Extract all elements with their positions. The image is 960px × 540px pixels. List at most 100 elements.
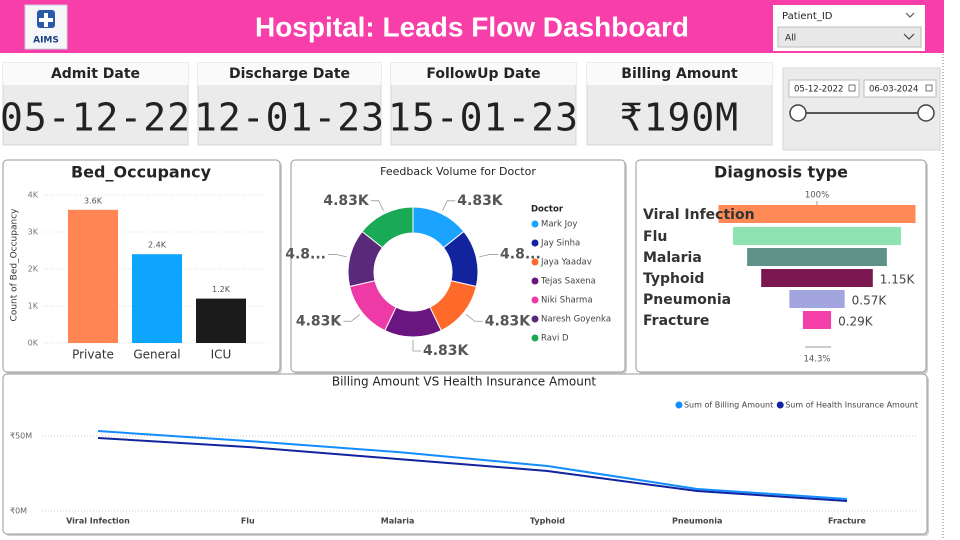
category-label: Fracture [643, 313, 709, 329]
data-label: 4.83K [485, 313, 532, 329]
funnel-bottom-label: 14.3% [803, 355, 830, 365]
legend-marker [675, 401, 683, 409]
bar [68, 209, 118, 343]
kpi-value: ₹190M [620, 96, 739, 140]
line-series [97, 436, 848, 502]
y-axis-label: Count of Bed_Occupancy [10, 208, 20, 322]
logo-cross [39, 13, 53, 27]
x-tick-label: Typhoid [530, 517, 565, 526]
data-label: 2.4K [148, 241, 167, 250]
filter-dropdown[interactable] [777, 26, 922, 48]
filter-chevron [905, 12, 915, 18]
legend-marker [531, 315, 539, 323]
legend-marker [531, 239, 539, 247]
calendar-icon [848, 84, 856, 92]
slider-handle[interactable] [789, 104, 807, 122]
filter-value: All [785, 34, 796, 44]
category-label: Viral Infection [643, 207, 755, 223]
legend-label: Ravi D [541, 334, 569, 344]
category-label: Flu [643, 229, 667, 245]
slider-handle[interactable] [917, 104, 935, 122]
legend-marker [531, 334, 539, 342]
data-label: 1.2K [212, 285, 231, 294]
kpi-label: Discharge Date [229, 66, 350, 82]
funnel-bar [733, 227, 901, 245]
chart-title: Diagnosis type [714, 163, 848, 182]
x-tick-label: Private [72, 348, 114, 362]
legend-label: Jay Sinha [540, 239, 580, 249]
panel [2, 373, 928, 535]
data-label: 4.83K [296, 313, 343, 329]
kpi-label-band [3, 63, 188, 85]
data-label: 4.83K [457, 193, 504, 209]
y-tick-label: 1K [28, 302, 39, 311]
legend-marker [776, 401, 784, 409]
kpi-label-band [587, 63, 772, 85]
kpi-value: 15-01-23 [388, 96, 579, 140]
bar [132, 254, 182, 343]
slicer-end: 06-03-2024 [869, 85, 918, 95]
chart-title: Billing Amount VS Health Insurance Amoun… [332, 375, 597, 389]
kpi-label: FollowUp Date [426, 66, 540, 82]
kpi-value: 12-01-23 [194, 96, 385, 140]
kpi-label-band [391, 63, 576, 85]
kpi-label-band [198, 63, 381, 85]
line-series [97, 430, 848, 500]
category-label: Pneumonia [643, 292, 731, 308]
leader-line [442, 200, 456, 211]
funnel-bar [761, 269, 873, 287]
dashboard-title: Hospital: Leads Flow Dashboard [255, 11, 689, 42]
leader-line [465, 314, 483, 322]
y-tick-label: 2K [28, 265, 39, 274]
data-label: 4.8... [500, 246, 541, 262]
y-tick-label: 4K [28, 191, 39, 200]
x-tick-label: Viral Infection [66, 517, 130, 526]
legend-marker [531, 296, 539, 304]
legend-label: Sum of Health Insurance Amount [785, 401, 918, 410]
funnel-bar [789, 290, 845, 308]
legend-label: Naresh Goyenka [541, 315, 611, 325]
legend-label: Mark Joy [541, 220, 577, 230]
funnel-top-label: 100% [805, 191, 829, 201]
leader-line [412, 340, 421, 352]
filter-label: Patient_ID [782, 11, 833, 22]
slicer-start: 05-12-2022 [794, 85, 843, 95]
chart-title: Bed_Occupancy [71, 163, 212, 182]
date-box[interactable] [788, 79, 860, 98]
funnel-bar [802, 311, 832, 329]
x-tick-label: Malaria [381, 517, 415, 526]
x-tick-label: Flu [241, 517, 255, 526]
y-tick-label: ₹0M [10, 507, 27, 516]
data-label: 4.83K [323, 193, 370, 209]
data-label: 0.57K [852, 294, 888, 308]
data-label: 4.8... [285, 246, 326, 262]
category-label: Malaria [643, 250, 702, 266]
date-box[interactable] [863, 79, 937, 98]
bar [196, 298, 246, 343]
y-tick-label: ₹50M [10, 432, 32, 441]
legend-label: Jaya Yaadav [540, 258, 592, 268]
legend-marker [531, 277, 539, 285]
chart-title: Feedback Volume for Doctor [380, 165, 536, 178]
x-tick-label: Fracture [828, 517, 867, 526]
data-label: 3.6K [84, 196, 103, 205]
legend-label: Tejas Saxena [540, 277, 596, 287]
funnel-bar [718, 205, 916, 223]
funnel-bar [747, 248, 887, 266]
legend-label: Sum of Billing Amount [684, 401, 773, 410]
data-label: 0.29K [838, 315, 874, 329]
dropdown-chevron [903, 33, 915, 40]
x-tick-label: General [133, 348, 180, 362]
kpi-label: Admit Date [51, 66, 140, 82]
kpi-label: Billing Amount [621, 66, 738, 82]
leader-line [370, 200, 384, 211]
legend-title: Doctor [531, 205, 564, 215]
x-tick-label: Pneumonia [672, 517, 722, 526]
data-label: 4.83K [423, 343, 470, 359]
donut-segment [361, 206, 414, 249]
legend-marker [531, 258, 539, 266]
legend-label: Niki Sharma [541, 296, 593, 306]
leader-line [479, 254, 499, 258]
